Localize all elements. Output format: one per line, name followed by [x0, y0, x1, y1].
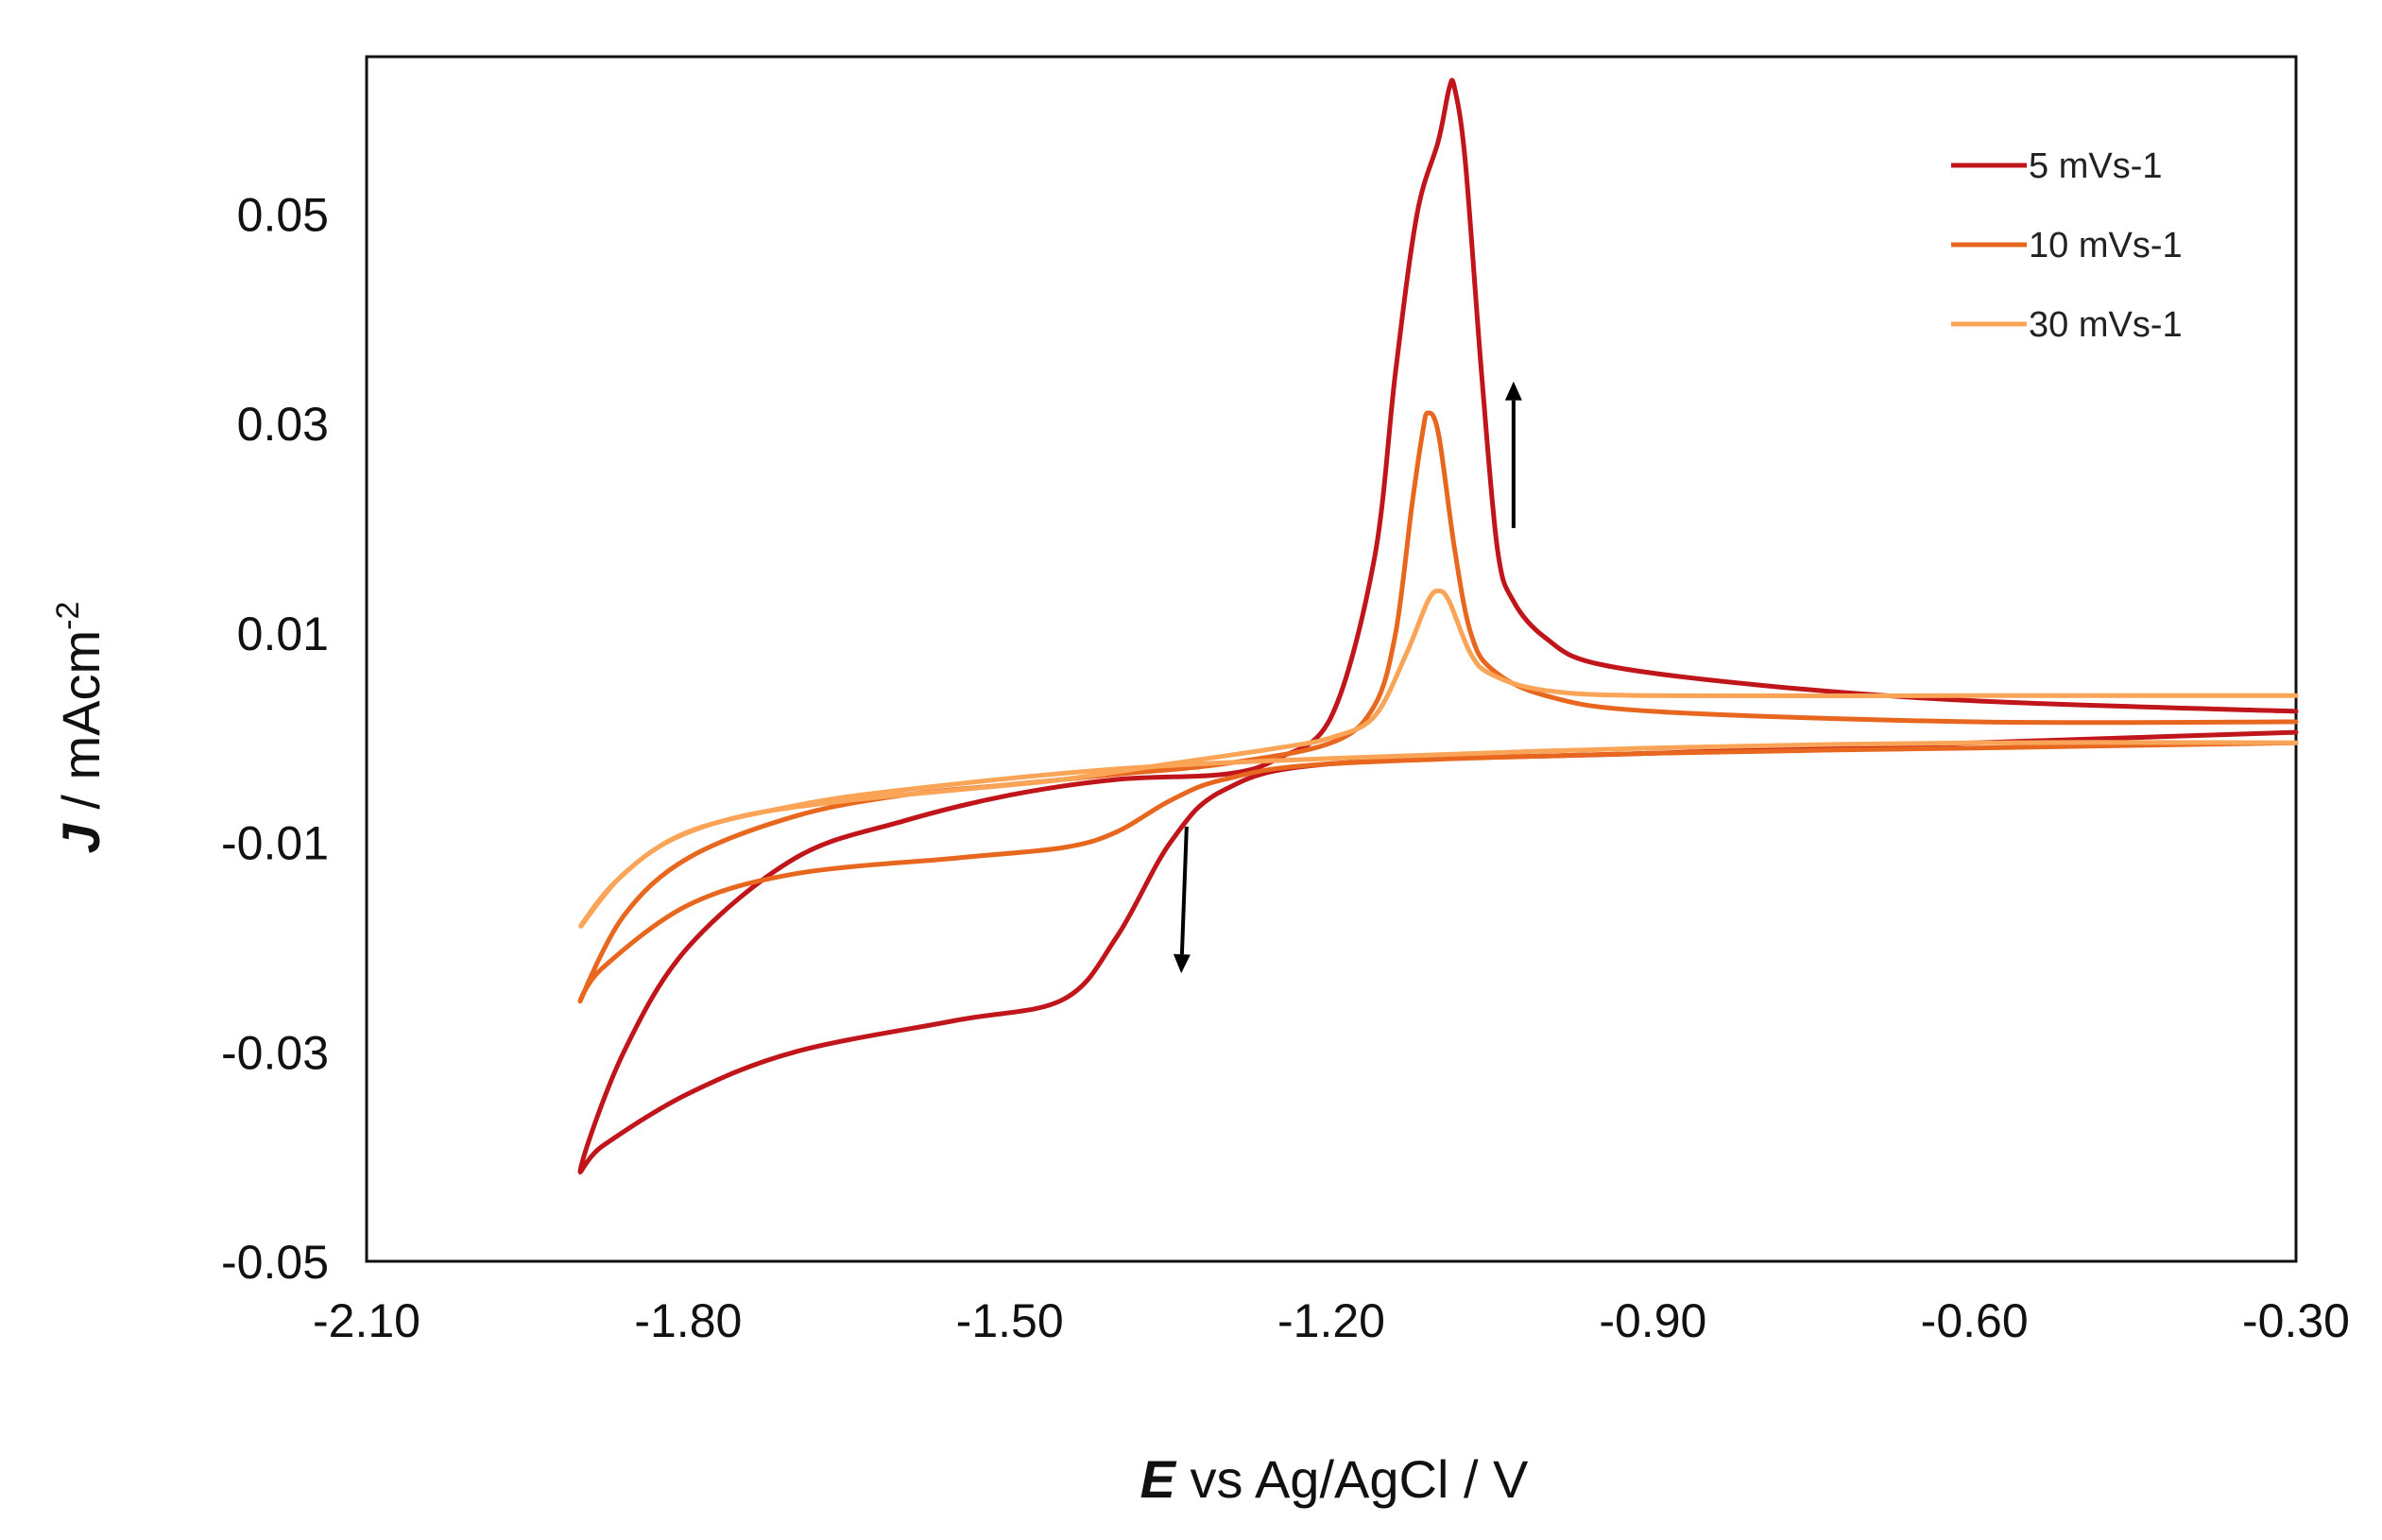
plot-area-frame [365, 55, 2298, 1263]
x-tick-label: -1.20 [1277, 1294, 1385, 1347]
y-axis-symbol: J [51, 822, 111, 853]
legend-label: 5 mVs-1 [2029, 146, 2162, 186]
y-axis-unit-superscript: -2 [50, 602, 86, 630]
x-tick-label: -0.90 [1599, 1294, 1706, 1347]
legend-item: 30 mVs-1 [1951, 305, 2183, 345]
y-tick-label: -0.05 [221, 1236, 329, 1289]
x-tick-label: -1.80 [634, 1294, 742, 1347]
x-axis-title-rest: vs Ag/AgCl / V [1175, 1449, 1529, 1509]
x-tick-label: -0.30 [2242, 1294, 2350, 1347]
legend-item: 10 mVs-1 [1951, 226, 2183, 265]
x-tick-label: -0.60 [1921, 1294, 2029, 1347]
x-tick-label: -2.10 [313, 1294, 420, 1347]
y-tick-label: 0.05 [237, 188, 329, 241]
series-line-3 [578, 588, 2299, 929]
legend-label: 10 mVs-1 [2029, 226, 2183, 265]
y-axis-title-rest: / mAcm [51, 630, 111, 824]
annotation-group [1173, 381, 1522, 974]
y-tick-label: 0.01 [237, 607, 329, 660]
arrow-up-annotation [1504, 381, 1522, 528]
y-tick-label: -0.03 [221, 1026, 329, 1079]
arrow-shaft [1179, 826, 1189, 955]
legend: 5 mVs-1 10 mVs-1 30 mVs-1 [1951, 146, 2183, 345]
x-axis-ticks: -2.10 -1.80 -1.50 -1.20 -0.90 -0.60 -0.30 [313, 1294, 2350, 1347]
y-axis-title: J / mAcm-2 [50, 602, 111, 854]
arrow-head [1504, 381, 1522, 401]
arrow-head [1173, 953, 1191, 974]
series-group [577, 77, 2299, 1175]
arrow-down-annotation [1173, 826, 1191, 974]
y-tick-label: -0.01 [221, 817, 329, 870]
x-axis-symbol: E [1140, 1449, 1177, 1509]
y-tick-label: 0.03 [237, 398, 329, 451]
series-line-1 [577, 77, 2299, 1175]
x-axis-title: E vs Ag/AgCl / V [1140, 1449, 1529, 1509]
y-axis-ticks: -0.05 -0.03 -0.01 0.01 0.03 0.05 [221, 188, 329, 1289]
legend-label: 30 mVs-1 [2029, 305, 2183, 345]
x-tick-label: -1.50 [956, 1294, 1064, 1347]
legend-item: 5 mVs-1 [1951, 146, 2162, 186]
